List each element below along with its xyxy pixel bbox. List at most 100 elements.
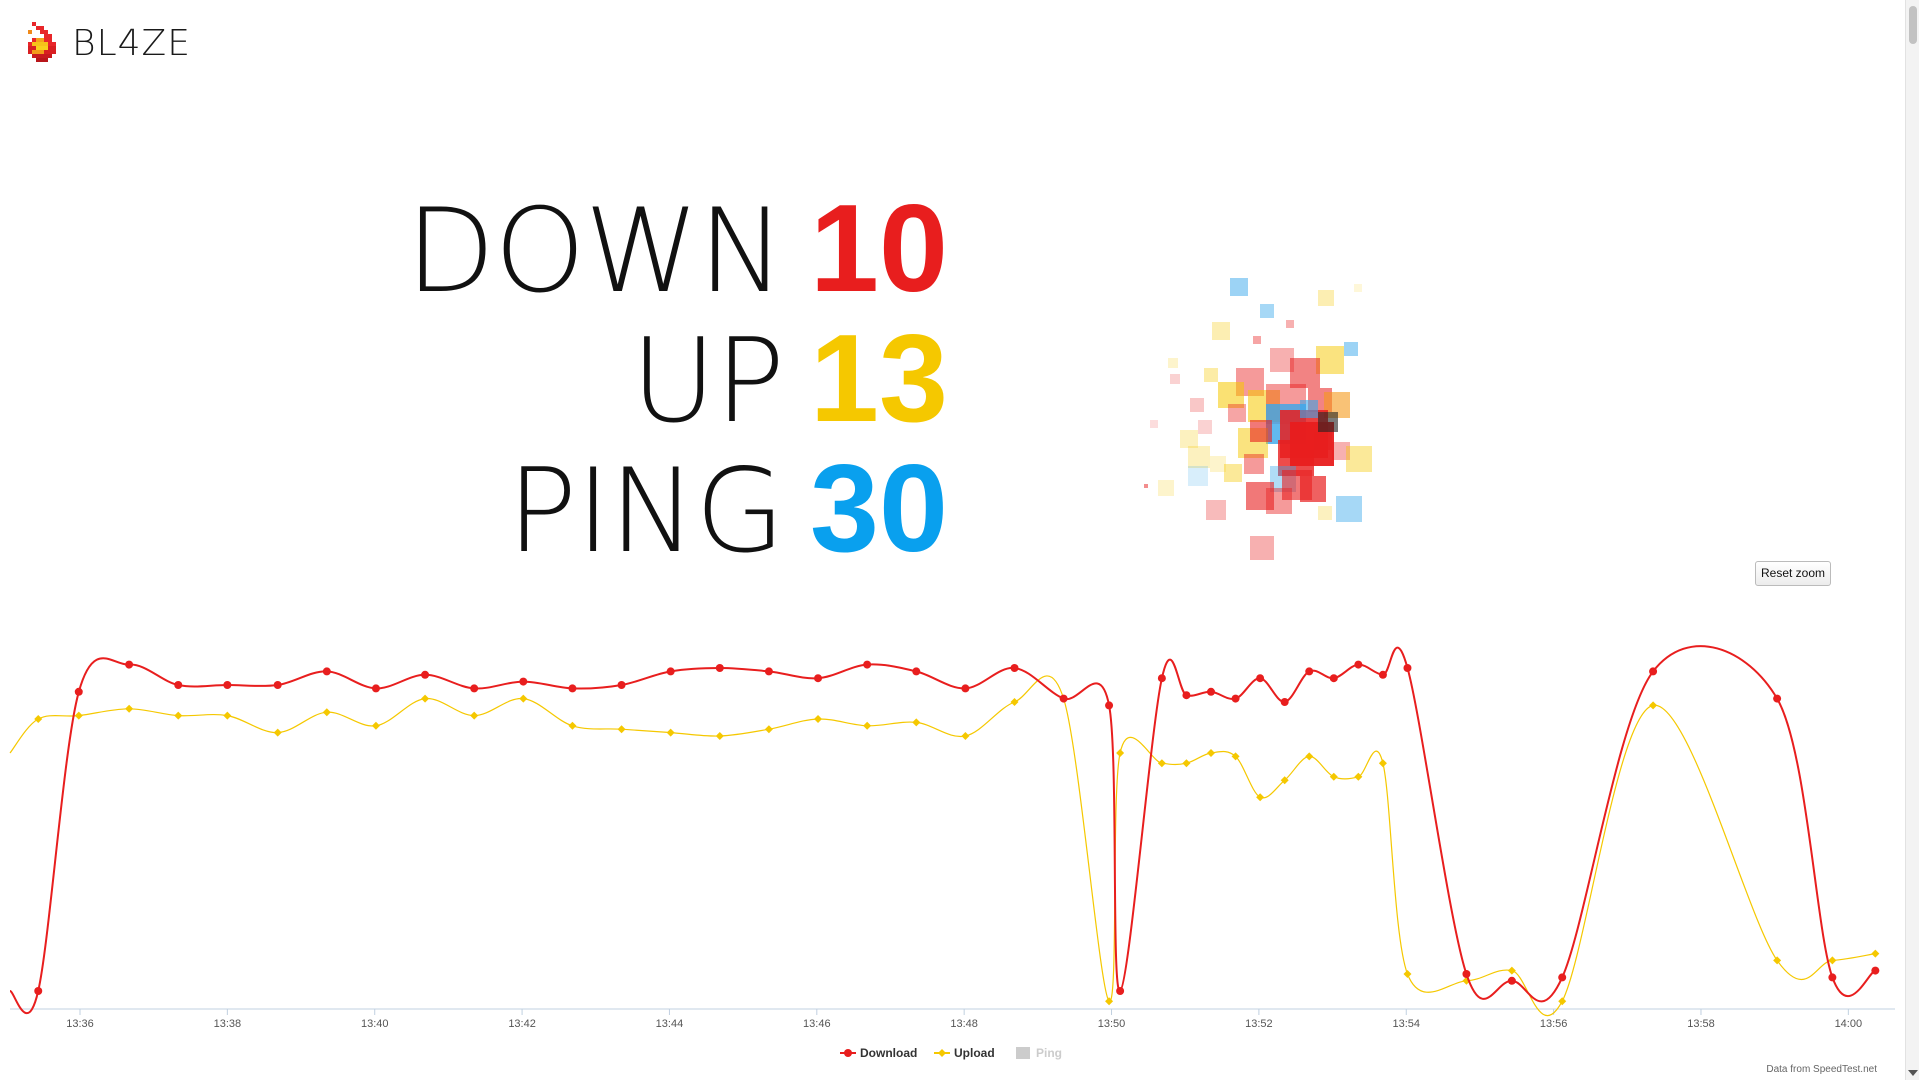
upload-point[interactable] [1329, 772, 1338, 781]
download-point[interactable] [715, 664, 724, 672]
download-point[interactable] [1010, 664, 1019, 672]
download-point[interactable] [1206, 687, 1215, 696]
upload-point[interactable] [421, 694, 430, 703]
download-point[interactable] [1558, 973, 1567, 982]
burst-square [1250, 536, 1274, 560]
download-point[interactable] [1462, 970, 1471, 978]
download-point[interactable] [1157, 674, 1166, 683]
download-point[interactable] [1403, 664, 1412, 672]
upload-point[interactable] [912, 718, 921, 727]
burst-square [1144, 484, 1148, 488]
burst-square [1346, 446, 1372, 472]
download-point[interactable] [1773, 694, 1782, 703]
download-point[interactable] [863, 660, 872, 669]
download-point[interactable] [223, 681, 232, 689]
scrollbar-thumb[interactable] [1909, 6, 1917, 44]
download-point[interactable] [1182, 691, 1191, 700]
upload-point[interactable] [1649, 701, 1658, 710]
download-point[interactable] [1828, 973, 1837, 982]
download-point[interactable] [617, 681, 626, 689]
upload-point[interactable] [715, 732, 724, 740]
upload-point[interactable] [174, 711, 183, 720]
upload-point[interactable] [1378, 759, 1387, 768]
scroll-down-arrow-icon[interactable] [1908, 1070, 1918, 1076]
download-point[interactable] [1059, 694, 1068, 703]
download-stat: DOWN 10 [0, 184, 950, 317]
upload-point[interactable] [1010, 698, 1019, 706]
upload-point[interactable] [273, 728, 282, 737]
upload-point[interactable] [1157, 759, 1166, 768]
burst-square [1210, 456, 1226, 472]
reset-zoom-button[interactable]: Reset zoom [1755, 561, 1831, 586]
upload-point[interactable] [814, 715, 823, 723]
upload-point[interactable] [764, 725, 773, 734]
download-point[interactable] [1354, 660, 1363, 669]
upload-point[interactable] [863, 721, 872, 730]
download-point[interactable] [421, 670, 430, 679]
legend-item-download[interactable]: Download [840, 1046, 917, 1060]
upload-point[interactable] [1507, 966, 1516, 975]
download-point[interactable] [1280, 698, 1289, 706]
burst-square [1316, 346, 1344, 374]
download-point[interactable] [1378, 670, 1387, 679]
upload-point[interactable] [519, 694, 528, 703]
download-point[interactable] [814, 674, 823, 683]
download-point[interactable] [1507, 976, 1516, 985]
x-tick-label: 13:38 [214, 1018, 242, 1030]
legend-item-upload[interactable]: Upload [934, 1046, 995, 1060]
download-point[interactable] [1305, 667, 1314, 676]
upload-point[interactable] [1828, 956, 1837, 965]
upload-point[interactable] [1871, 949, 1880, 958]
upload-point[interactable] [666, 728, 675, 737]
upload-point[interactable] [1305, 752, 1314, 761]
upload-point[interactable] [125, 704, 134, 713]
upload-point[interactable] [322, 708, 331, 717]
download-point[interactable] [1649, 667, 1658, 676]
download-point[interactable] [1231, 694, 1240, 703]
download-point[interactable] [273, 681, 282, 689]
download-point[interactable] [764, 667, 773, 676]
upload-point[interactable] [1280, 776, 1289, 785]
vertical-scrollbar[interactable] [1905, 0, 1919, 1080]
upload-point[interactable] [1206, 749, 1215, 757]
legend-marker [1016, 1047, 1030, 1059]
download-point[interactable] [1329, 674, 1338, 683]
upload-point[interactable] [470, 711, 479, 720]
download-point[interactable] [666, 667, 675, 676]
burst-square [1170, 374, 1180, 384]
logo[interactable]: BL4ZE [24, 22, 191, 66]
upload-point[interactable] [1256, 793, 1265, 802]
upload-point[interactable] [1116, 749, 1125, 757]
upload-point[interactable] [1558, 997, 1567, 1006]
download-point[interactable] [371, 684, 380, 693]
upload-point[interactable] [223, 711, 232, 720]
download-point[interactable] [1116, 987, 1125, 995]
download-point[interactable] [568, 684, 577, 693]
download-point[interactable] [470, 684, 479, 693]
download-point[interactable] [961, 684, 970, 693]
upload-point[interactable] [1403, 970, 1412, 978]
upload-point[interactable] [34, 715, 43, 723]
download-point[interactable] [322, 667, 331, 676]
upload-point[interactable] [1231, 752, 1240, 761]
upload-point[interactable] [1105, 997, 1114, 1006]
legend-item-ping[interactable]: Ping [1016, 1046, 1062, 1060]
upload-point[interactable] [617, 725, 626, 734]
upload-point[interactable] [371, 721, 380, 730]
download-point[interactable] [125, 660, 134, 669]
download-point[interactable] [1871, 966, 1880, 975]
upload-point[interactable] [1773, 956, 1782, 965]
download-point[interactable] [519, 677, 528, 686]
upload-point[interactable] [74, 711, 83, 720]
download-point[interactable] [74, 687, 83, 696]
download-point[interactable] [174, 681, 183, 689]
download-point[interactable] [1256, 674, 1265, 683]
data-source-credit[interactable]: Data from SpeedTest.net [1766, 1064, 1877, 1075]
download-point[interactable] [912, 667, 921, 676]
download-point[interactable] [34, 987, 43, 995]
download-point[interactable] [1105, 701, 1114, 710]
upload-point[interactable] [1354, 772, 1363, 781]
upload-point[interactable] [1182, 759, 1191, 768]
upload-point[interactable] [961, 732, 970, 740]
upload-point[interactable] [568, 721, 577, 730]
